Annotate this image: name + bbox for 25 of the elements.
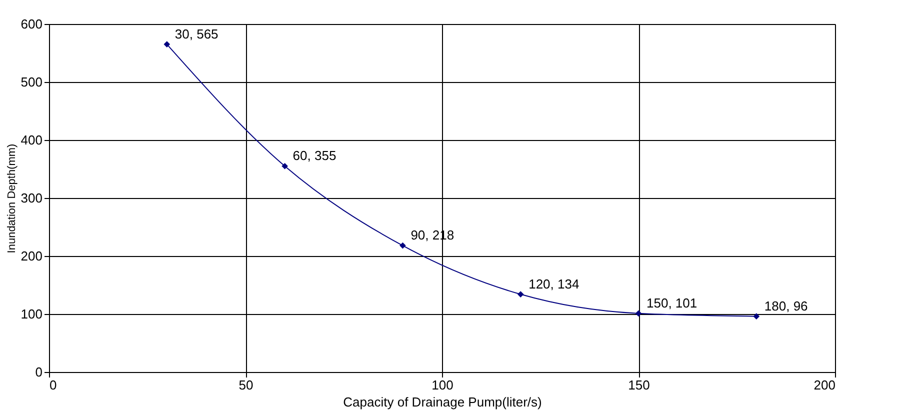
data-label: 60, 355 [292,148,336,164]
point [164,41,170,48]
data-label: 150, 101 [646,295,698,310]
x-tick-label: 150 [628,378,650,392]
x-axis-title: Capacity of Drainage Pump(liter/s) [343,394,542,410]
x-tick-label: 0 [50,378,57,392]
y-tick-label: 300 [20,190,42,206]
point [517,291,524,298]
x-tick-label: 50 [238,378,254,392]
data-label: 180, 96 [764,298,808,314]
y-tick-label: 500 [20,74,42,90]
x-tick-label: 200 [814,378,836,392]
point [400,242,406,249]
data-label: 120, 134 [528,276,580,292]
y-tick-label: 100 [20,306,42,322]
point [282,162,288,170]
x-tick-label: 100 [432,378,454,392]
y-axis-title: Inundation Depth(mm) [6,144,18,254]
point [753,313,760,320]
y-tick-label: 200 [20,248,42,264]
point [635,310,642,317]
data-label: 30, 565 [174,26,218,42]
y-tick-label: 400 [20,132,42,148]
y-tick-label: 600 [20,16,42,32]
y-tick-label: 0 [35,364,42,380]
